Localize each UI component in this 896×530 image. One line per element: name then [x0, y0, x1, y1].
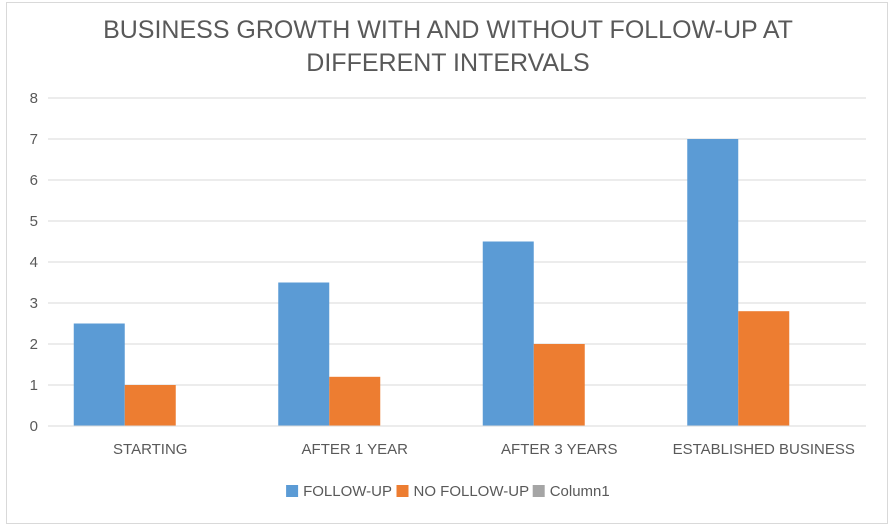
- bar-follow-up-2: [482, 241, 534, 426]
- legend-label: NO FOLLOW-UP: [414, 483, 530, 500]
- bars: [73, 139, 790, 426]
- bar-no-follow-up-3: [738, 311, 790, 426]
- bar-no-follow-up-0: [124, 385, 176, 426]
- legend-item-no-follow-up: NO FOLLOW-UP: [396, 483, 530, 500]
- x-tick-label: AFTER 1 YEAR: [302, 441, 409, 458]
- y-tick-label: 2: [30, 336, 38, 353]
- y-tick-label: 8: [30, 90, 38, 107]
- x-tick-label: STARTING: [113, 441, 187, 458]
- y-tick-label: 7: [30, 131, 38, 148]
- y-tick-label: 5: [30, 213, 38, 230]
- x-tick-label: ESTABLISHED BUSINESS: [673, 441, 855, 458]
- y-tick-label: 1: [30, 377, 38, 394]
- y-tick-label: 3: [30, 295, 38, 312]
- legend-label: Column1: [550, 483, 610, 500]
- legend-swatch: [396, 485, 409, 497]
- bar-follow-up-3: [687, 139, 739, 426]
- y-tick-label: 6: [30, 172, 38, 189]
- bar-follow-up-1: [278, 282, 330, 426]
- legend-swatch: [286, 485, 299, 497]
- legend-item-follow-up: FOLLOW-UP: [286, 483, 392, 500]
- legend-item-column1: Column1: [532, 483, 610, 500]
- legend-label: FOLLOW-UP: [303, 483, 392, 500]
- chart-title-line-2: DIFFERENT INTERVALS: [306, 49, 589, 77]
- chart-title-line-1: BUSINESS GROWTH WITH AND WITHOUT FOLLOW-…: [103, 16, 793, 44]
- x-tick-label: AFTER 3 YEARS: [501, 441, 617, 458]
- y-tick-label: 0: [30, 418, 38, 435]
- bar-no-follow-up-1: [329, 376, 381, 426]
- bar-follow-up-0: [73, 323, 125, 426]
- bar-no-follow-up-2: [533, 344, 585, 426]
- legend: FOLLOW-UP NO FOLLOW-UP Column1: [286, 483, 610, 500]
- y-tick-label: 4: [30, 254, 38, 271]
- legend-swatch: [532, 485, 545, 497]
- axes: 0 1 2 3 4 5 6 7 8 STARTING AFTER 1 YEAR AFTER 3 YEA…: [30, 90, 866, 458]
- chart-frame: [6, 2, 888, 524]
